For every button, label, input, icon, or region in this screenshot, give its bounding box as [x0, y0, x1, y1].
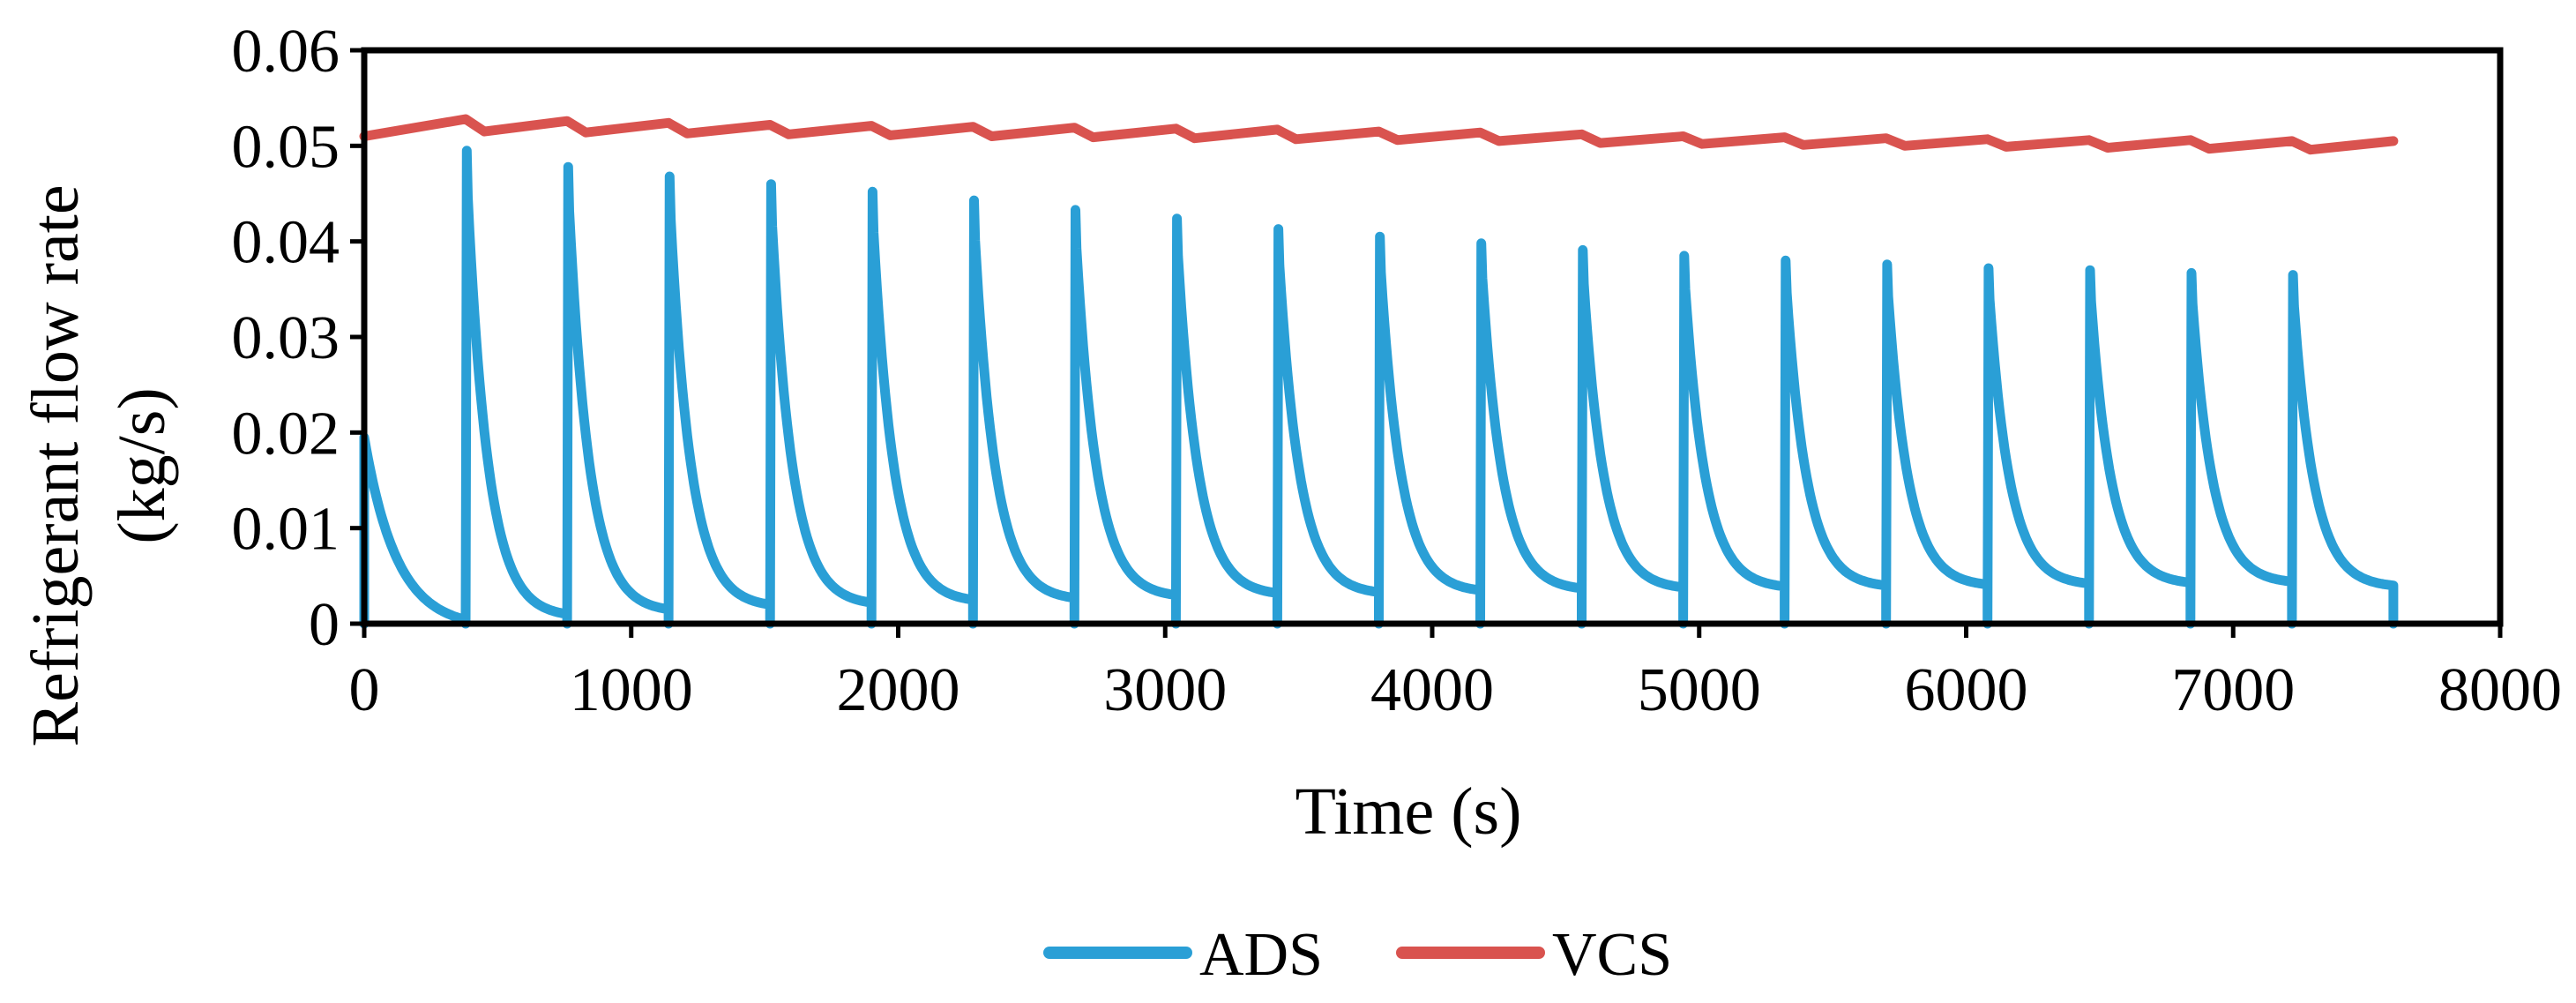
x-tick-label: 8000	[2438, 656, 2562, 724]
x-tick-label: 1000	[570, 656, 693, 724]
plot-area	[359, 47, 2504, 629]
y-axis-label: Refrigerant flow rate (kg/s)	[19, 184, 179, 746]
x-tick-label: 6000	[1905, 656, 2028, 724]
x-tick-label: 5000	[1638, 656, 1761, 724]
x-axis-ticks: 0 1000 2000 3000 4000 5000 6000 7000 8000	[349, 624, 2562, 724]
x-axis-label: Time (s)	[1295, 775, 1522, 849]
x-tick-label: 4000	[1370, 656, 1494, 724]
legend-label-ads: ADS	[1199, 921, 1323, 989]
y-tick-label: 0.06	[232, 18, 340, 86]
y-axis-label-line-2: (kg/s)	[105, 387, 179, 543]
series-line-ads	[359, 146, 2399, 629]
legend: ADS VCS	[1043, 921, 1672, 989]
y-axis-ticks: 0 0.01 0.02 0.03 0.04 0.05 0.06	[232, 18, 364, 659]
x-tick-label: 3000	[1103, 656, 1227, 724]
legend-label-vcs: VCS	[1552, 921, 1672, 989]
y-tick-label: 0.01	[232, 496, 340, 564]
series-line-vcs	[359, 114, 2399, 155]
x-tick-label: 7000	[2171, 656, 2295, 724]
x-tick-label: 0	[349, 656, 380, 724]
y-axis-label-line-1: Refrigerant flow rate	[19, 184, 93, 746]
x-tick-label: 2000	[837, 656, 960, 724]
y-tick-label: 0.03	[232, 304, 340, 372]
y-tick-label: 0.04	[232, 209, 340, 277]
y-tick-label: 0.05	[232, 113, 340, 181]
y-tick-label: 0.02	[232, 400, 340, 468]
y-tick-label: 0	[309, 591, 340, 659]
